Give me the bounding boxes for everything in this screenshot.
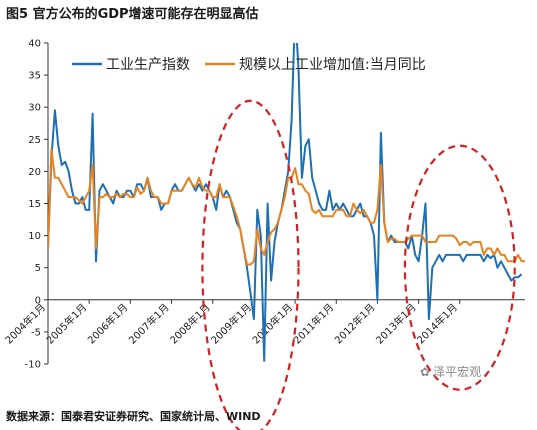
legend-label-1: 工业生产指数 xyxy=(106,57,190,73)
x-tick-label: 2010年1月 xyxy=(249,301,295,347)
y-tick-label: 20 xyxy=(28,167,41,178)
annotations xyxy=(201,99,516,430)
series-line-1 xyxy=(48,43,523,362)
y-tick-label: 30 xyxy=(28,103,41,114)
x-tick-label: 2012年1月 xyxy=(332,301,378,347)
y-tick-label: 10 xyxy=(28,231,41,242)
x-tick-label: 2007年1月 xyxy=(126,301,172,347)
x-tick-label: 2006年1月 xyxy=(85,301,131,347)
y-tick-label: 5 xyxy=(35,263,41,274)
y-tick-label: -5 xyxy=(31,327,41,338)
x-tick-label: 2009年1月 xyxy=(208,301,254,347)
watermark-text: 泽平宏观 xyxy=(433,365,482,379)
y-tick-label: -10 xyxy=(25,360,41,371)
y-tick-label: 25 xyxy=(28,135,41,146)
annotation-ellipse-2 xyxy=(403,144,516,391)
source-note: 数据来源：国泰君安证券研究、国家统计局、WIND xyxy=(6,410,261,423)
figure-title: 图5 官方公布的GDP增速可能存在明显高估 xyxy=(6,7,259,22)
series-line-2 xyxy=(48,147,525,266)
annotation-ellipse-1 xyxy=(201,99,300,430)
wechat-icon: ✿ xyxy=(420,365,431,379)
x-tick-label: 2005年1月 xyxy=(43,301,89,347)
legend: 工业生产指数 规模以上工业增加值:当月同比 xyxy=(72,57,426,73)
y-tick-label: 0 xyxy=(35,295,41,306)
watermark: ✿ 泽平宏观 xyxy=(420,363,481,380)
legend-label-2: 规模以上工业增加值:当月同比 xyxy=(239,57,426,73)
series-lines xyxy=(48,43,525,362)
x-tick-label: 2008年1月 xyxy=(167,301,213,347)
x-tick-label: 2014年1月 xyxy=(414,301,460,347)
y-tick-label: 15 xyxy=(28,199,41,210)
y-tick-label: 35 xyxy=(28,71,41,82)
x-tick-label: 2004年1月 xyxy=(2,301,48,347)
y-tick-label: 40 xyxy=(28,39,41,50)
